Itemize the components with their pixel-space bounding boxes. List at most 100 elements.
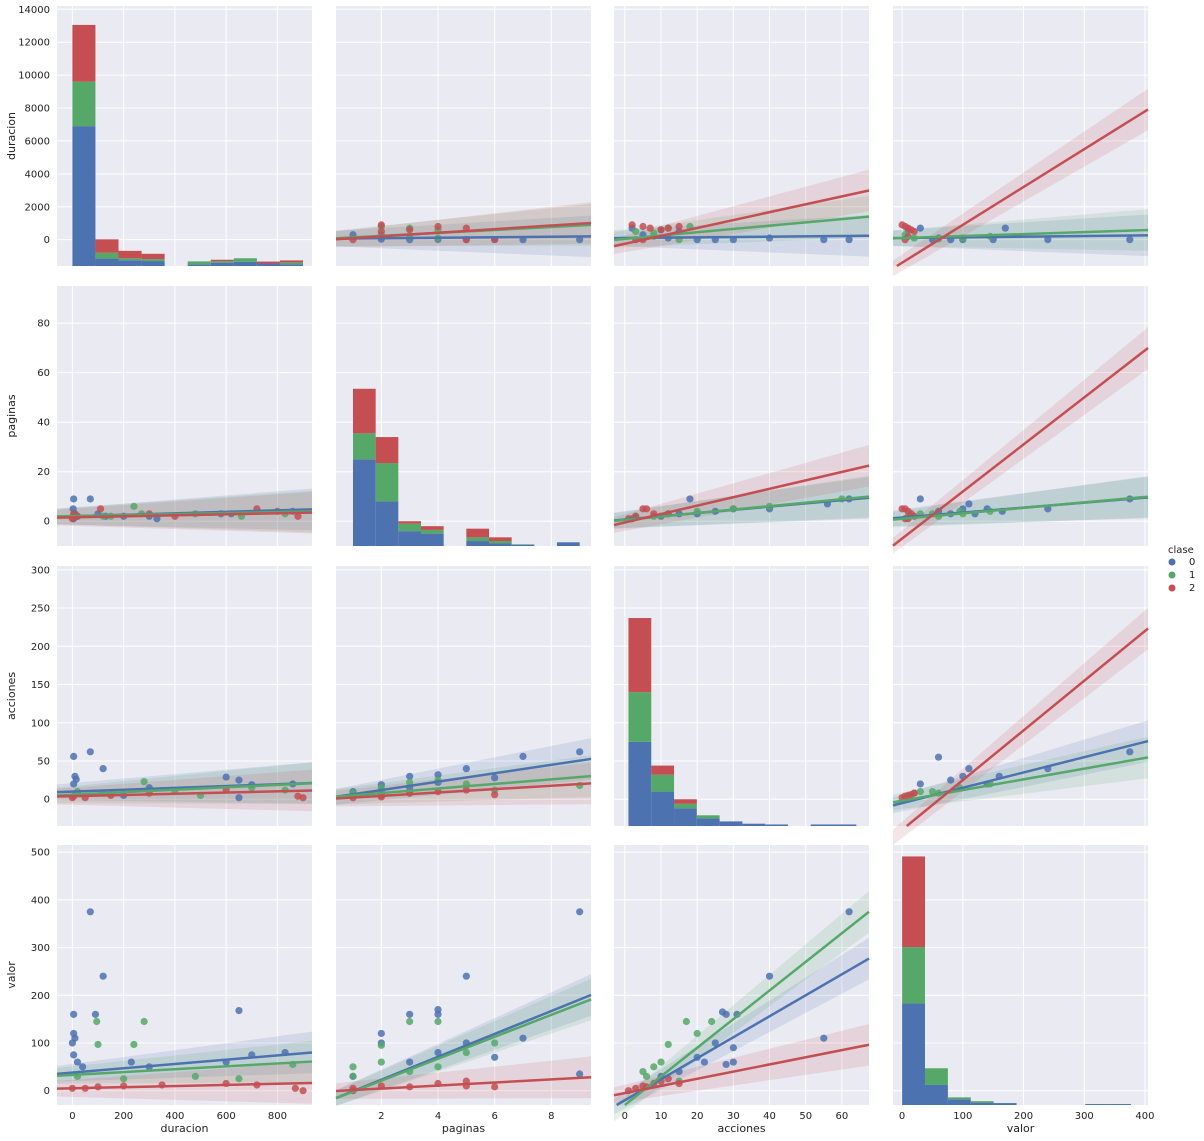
legend-title: clase	[1168, 545, 1194, 556]
y-tick-label: 50	[37, 757, 50, 768]
panel-acciones-vs-duracion: 0 50 100 150 200 250 300 acciones	[5, 565, 313, 826]
scatter-point	[675, 222, 683, 231]
histogram-bar	[674, 799, 697, 804]
scatter-point	[820, 1034, 828, 1042]
y-tick-label: 20	[37, 467, 50, 478]
x-tick-label: 100	[953, 1111, 972, 1122]
scatter-point	[91, 1010, 100, 1018]
scatter-point	[94, 1040, 102, 1049]
scatter-point	[70, 1051, 78, 1059]
x-tick-label: 800	[268, 1111, 287, 1122]
panel-valor-vs-duracion: 0 100 200 300 400 500 valor 0 200 400 600 800 duraci…	[5, 845, 313, 1135]
panel-paginas-vs-valor	[892, 286, 1149, 554]
panel-background	[893, 566, 1148, 826]
scatter-point	[70, 752, 78, 761]
scatter-point	[576, 1070, 584, 1078]
scatter-point	[576, 908, 584, 916]
histogram-bar	[141, 259, 165, 262]
scatter-point	[657, 226, 665, 234]
y-tick-label: 0	[44, 1086, 50, 1097]
legend-marker	[1168, 558, 1176, 566]
scatter-point	[639, 222, 647, 231]
histogram-bar	[489, 537, 512, 542]
scatter-point	[650, 1063, 658, 1071]
scatter-point	[722, 1010, 730, 1018]
regression-line	[335, 1076, 592, 1093]
scatter-point	[1001, 224, 1009, 232]
histogram-bar	[924, 1084, 948, 1105]
scatter-point	[519, 1034, 527, 1042]
y-tick-label: 40	[37, 418, 50, 429]
x-tick-label: 0	[622, 1111, 628, 1122]
x-tick-label: 400	[1135, 1111, 1154, 1122]
histogram-bar	[210, 259, 234, 262]
histogram-bar	[947, 1097, 971, 1100]
scatter-point	[434, 222, 442, 231]
scatter-point	[462, 765, 470, 773]
y-tick-label: 6000	[25, 136, 50, 147]
legend-label: 0	[1189, 557, 1195, 568]
x-tick-label: 200	[1014, 1111, 1033, 1122]
legend-label: 1	[1189, 570, 1195, 581]
regression-line	[892, 495, 1149, 521]
panel-acciones-vs-paginas	[335, 566, 592, 826]
histogram-bar	[398, 521, 421, 524]
scatter-point	[349, 1072, 357, 1080]
histogram-bar	[279, 264, 304, 266]
y-tick-label: 60	[37, 368, 50, 379]
scatter-point	[299, 1087, 307, 1095]
y-tick-label: 80	[37, 319, 50, 330]
regression-line	[335, 757, 592, 799]
y-tick-label: 12000	[18, 38, 50, 49]
scatter-point	[491, 774, 499, 782]
scatter-point	[682, 1017, 690, 1026]
panel-paginas-vs-acciones	[613, 286, 870, 546]
histogram-bar	[970, 1101, 994, 1103]
panel-paginas-vs-paginas	[336, 286, 591, 546]
histogram-bar	[421, 526, 444, 530]
y-tick-label: 4000	[25, 169, 50, 180]
scatter-point	[377, 227, 385, 236]
panel-duracion-vs-paginas	[335, 6, 592, 266]
scatter-point	[628, 221, 636, 229]
y-tick-label: 8000	[25, 104, 50, 115]
histogram-bar	[902, 1003, 925, 1105]
histogram-bar	[95, 258, 119, 266]
scatter-point	[70, 1010, 78, 1018]
histogram-bar	[375, 501, 399, 546]
regression-line	[613, 189, 870, 248]
histogram-bar	[466, 528, 489, 538]
y-tick-label: 0	[44, 235, 50, 246]
x-axis-label: acciones	[717, 1122, 765, 1135]
scatter-point	[657, 1058, 665, 1066]
y-tick-label: 0	[44, 795, 50, 806]
scatter-point	[70, 495, 78, 503]
scatter-point	[916, 787, 924, 796]
histogram-bar	[353, 433, 376, 460]
panel-acciones-vs-acciones	[614, 566, 869, 826]
scatter-point	[222, 773, 230, 781]
scatter-point	[406, 1058, 414, 1066]
scatter-point	[711, 1039, 719, 1047]
scatter-point	[722, 1060, 730, 1069]
scatter-point	[406, 226, 414, 234]
scatter-point	[765, 972, 774, 980]
scatter-point	[99, 972, 107, 980]
scatter-point	[576, 236, 584, 244]
x-tick-label: 0	[899, 1111, 905, 1122]
scatter-point	[235, 1006, 243, 1015]
legend-marker	[1168, 584, 1176, 592]
scatter-point	[130, 502, 138, 510]
regression-line	[56, 1081, 313, 1090]
regression-line	[616, 957, 870, 1107]
histogram-bar	[1108, 1104, 1131, 1105]
histogram-bar	[141, 261, 165, 266]
scatter-point	[632, 227, 640, 236]
panel-background	[57, 566, 312, 826]
scatter-point	[86, 908, 94, 916]
y-tick-label: 400	[31, 895, 50, 906]
regression-line	[892, 347, 1149, 547]
scatter-point	[462, 972, 470, 980]
x-tick-label: 600	[217, 1111, 236, 1122]
panel-valor-vs-paginas: 2 4 6 8 paginas	[335, 845, 592, 1135]
